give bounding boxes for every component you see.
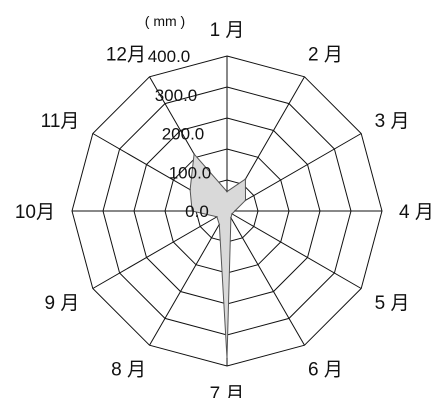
month-label: 5 月 [375, 293, 410, 314]
grid-spoke [92, 210, 228, 289]
radar-series-layer [189, 152, 247, 360]
data-point [231, 213, 233, 215]
month-label: 3 月 [375, 111, 410, 132]
month-label: 9 月 [45, 293, 80, 314]
tick-label: 100.0 [169, 163, 212, 182]
month-labels: 1 月 2 月 3 月 4 月 5 月 6 月 7 月 8 月 9 月 10月 11月 12月 [15, 20, 434, 398]
month-label: 8 月 [111, 360, 146, 381]
data-point [230, 216, 232, 219]
tick-label: 300.0 [155, 86, 198, 105]
tick-label: 400.0 [148, 47, 191, 66]
tick-label: 0.0 [185, 202, 209, 221]
data-point [216, 216, 218, 218]
data-point [244, 178, 247, 180]
data-point [234, 210, 236, 212]
month-label: 4 月 [399, 202, 434, 223]
data-point [189, 188, 191, 191]
grid-spoke [149, 210, 228, 346]
tick-label: 200.0 [162, 125, 205, 144]
month-label: 1 月 [210, 20, 245, 41]
grid-spoke [226, 210, 362, 289]
grid-spoke [226, 210, 305, 346]
month-label: 11月 [41, 111, 80, 132]
data-point [226, 190, 228, 193]
month-label: 7 月 [210, 384, 245, 398]
radial-tick-labels: 0.0 100.0 200.0 300.0 400.0 [148, 47, 212, 221]
data-point [226, 357, 228, 360]
month-label: 6 月 [308, 360, 343, 381]
data-point [191, 210, 193, 212]
unit-label: ( mm ) [145, 13, 185, 29]
month-label: 12月 [106, 44, 146, 65]
month-label: 10月 [15, 202, 55, 223]
data-point [193, 153, 195, 155]
data-point [218, 223, 221, 226]
grid-spoke [226, 133, 362, 212]
month-label: 2 月 [308, 44, 343, 65]
data-point [244, 199, 247, 202]
